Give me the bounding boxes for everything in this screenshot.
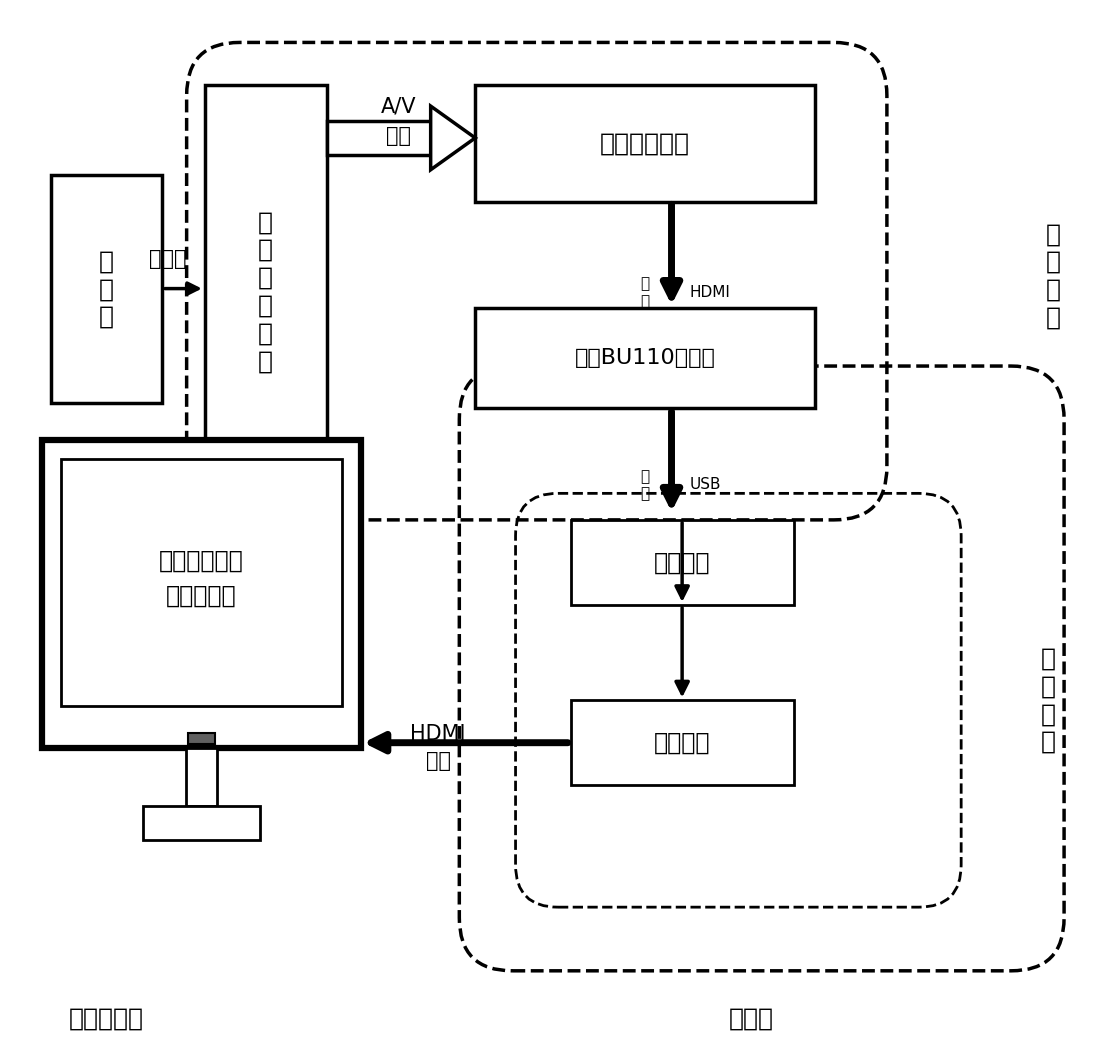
Bar (51, 175, 163, 403)
Text: 光信号: 光信号 (148, 249, 187, 268)
Text: 哈帕克录制盒: 哈帕克录制盒 (600, 132, 690, 155)
Text: HDMI: HDMI (410, 725, 466, 744)
Bar (62, 459, 342, 706)
Text: 光
信
号
转
换
器: 光 信 号 转 换 器 (258, 210, 274, 373)
Polygon shape (431, 106, 475, 170)
Text: A/V: A/V (381, 97, 417, 116)
Text: 信
号
转
换: 信 号 转 换 (1046, 222, 1061, 330)
Bar (204, 85, 326, 499)
Text: 笔记本: 笔记本 (729, 1007, 774, 1030)
Bar (186, 748, 218, 806)
Bar (326, 121, 431, 155)
Text: 视频画面及辅
助决策结果: 视频画面及辅 助决策结果 (159, 549, 244, 608)
Text: 电子显示器: 电子显示器 (68, 1007, 144, 1030)
Bar (475, 308, 814, 408)
Bar (143, 806, 259, 840)
Text: 信号: 信号 (425, 751, 451, 770)
Text: 端
口: 端 口 (641, 277, 650, 309)
Text: 纤
支
镜: 纤 支 镜 (99, 249, 114, 329)
Text: 信号: 信号 (387, 126, 411, 145)
Bar (188, 733, 214, 744)
Text: 软
件
部
分: 软 件 部 分 (1041, 646, 1056, 754)
Bar (475, 85, 814, 202)
Text: 圆刚BU110采集卡: 圆刚BU110采集卡 (575, 348, 715, 368)
Bar (570, 700, 793, 785)
Bar (43, 440, 360, 748)
Text: 端
口: 端 口 (641, 469, 650, 501)
Text: USB: USB (689, 477, 721, 492)
Text: 前端界面: 前端界面 (654, 731, 710, 754)
Bar (570, 520, 793, 605)
Text: HDMI: HDMI (689, 285, 731, 300)
Text: 后端计算: 后端计算 (654, 551, 710, 574)
